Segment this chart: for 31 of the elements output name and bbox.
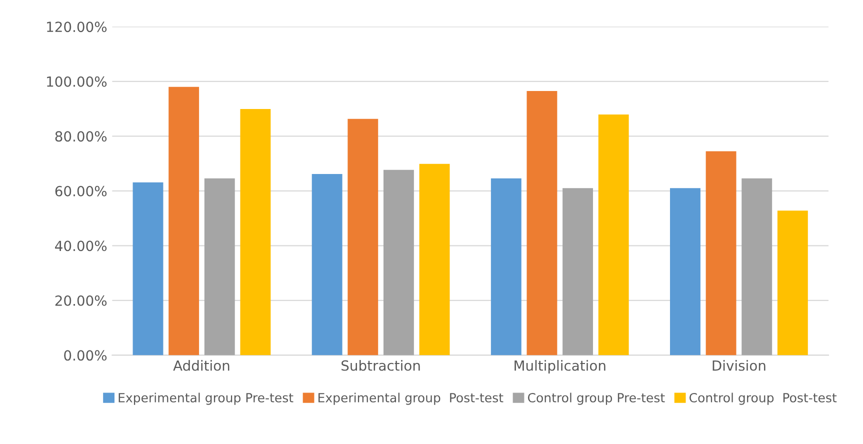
y-tick-label: 40.00% bbox=[55, 240, 107, 252]
bar bbox=[598, 114, 629, 356]
bar bbox=[348, 118, 378, 356]
bar bbox=[777, 210, 808, 356]
bar bbox=[490, 178, 522, 356]
bar bbox=[742, 178, 772, 356]
bar bbox=[383, 170, 414, 356]
legend-label: Control group Post-test bbox=[690, 392, 837, 405]
legend-label: Control group Pre-test bbox=[528, 392, 665, 405]
y-tick-label: 100.00% bbox=[47, 76, 107, 87]
bar bbox=[526, 90, 558, 356]
y-tick-label: 0.00% bbox=[64, 350, 107, 361]
x-tick-label: Subtraction bbox=[342, 360, 420, 371]
bar bbox=[706, 151, 736, 356]
bar bbox=[168, 86, 200, 356]
x-tick-label: Division bbox=[712, 360, 766, 371]
bar bbox=[562, 188, 593, 356]
bar bbox=[204, 178, 235, 356]
y-tick-label: 20.00% bbox=[55, 295, 107, 306]
legend-label: Experimental group Pre-test bbox=[118, 392, 294, 405]
bar bbox=[312, 174, 342, 356]
bar bbox=[670, 188, 700, 356]
bar bbox=[240, 109, 271, 356]
bar bbox=[419, 164, 450, 356]
legend-label: Experimental group Post-test bbox=[318, 392, 504, 405]
x-tick-label: Multiplication bbox=[514, 360, 606, 374]
x-tick-label: Addition bbox=[173, 360, 230, 371]
y-tick-label: 60.00% bbox=[55, 186, 107, 196]
y-tick-label: 80.00% bbox=[55, 131, 107, 142]
y-tick-label: 120.00% bbox=[47, 22, 107, 32]
bar bbox=[132, 182, 164, 356]
